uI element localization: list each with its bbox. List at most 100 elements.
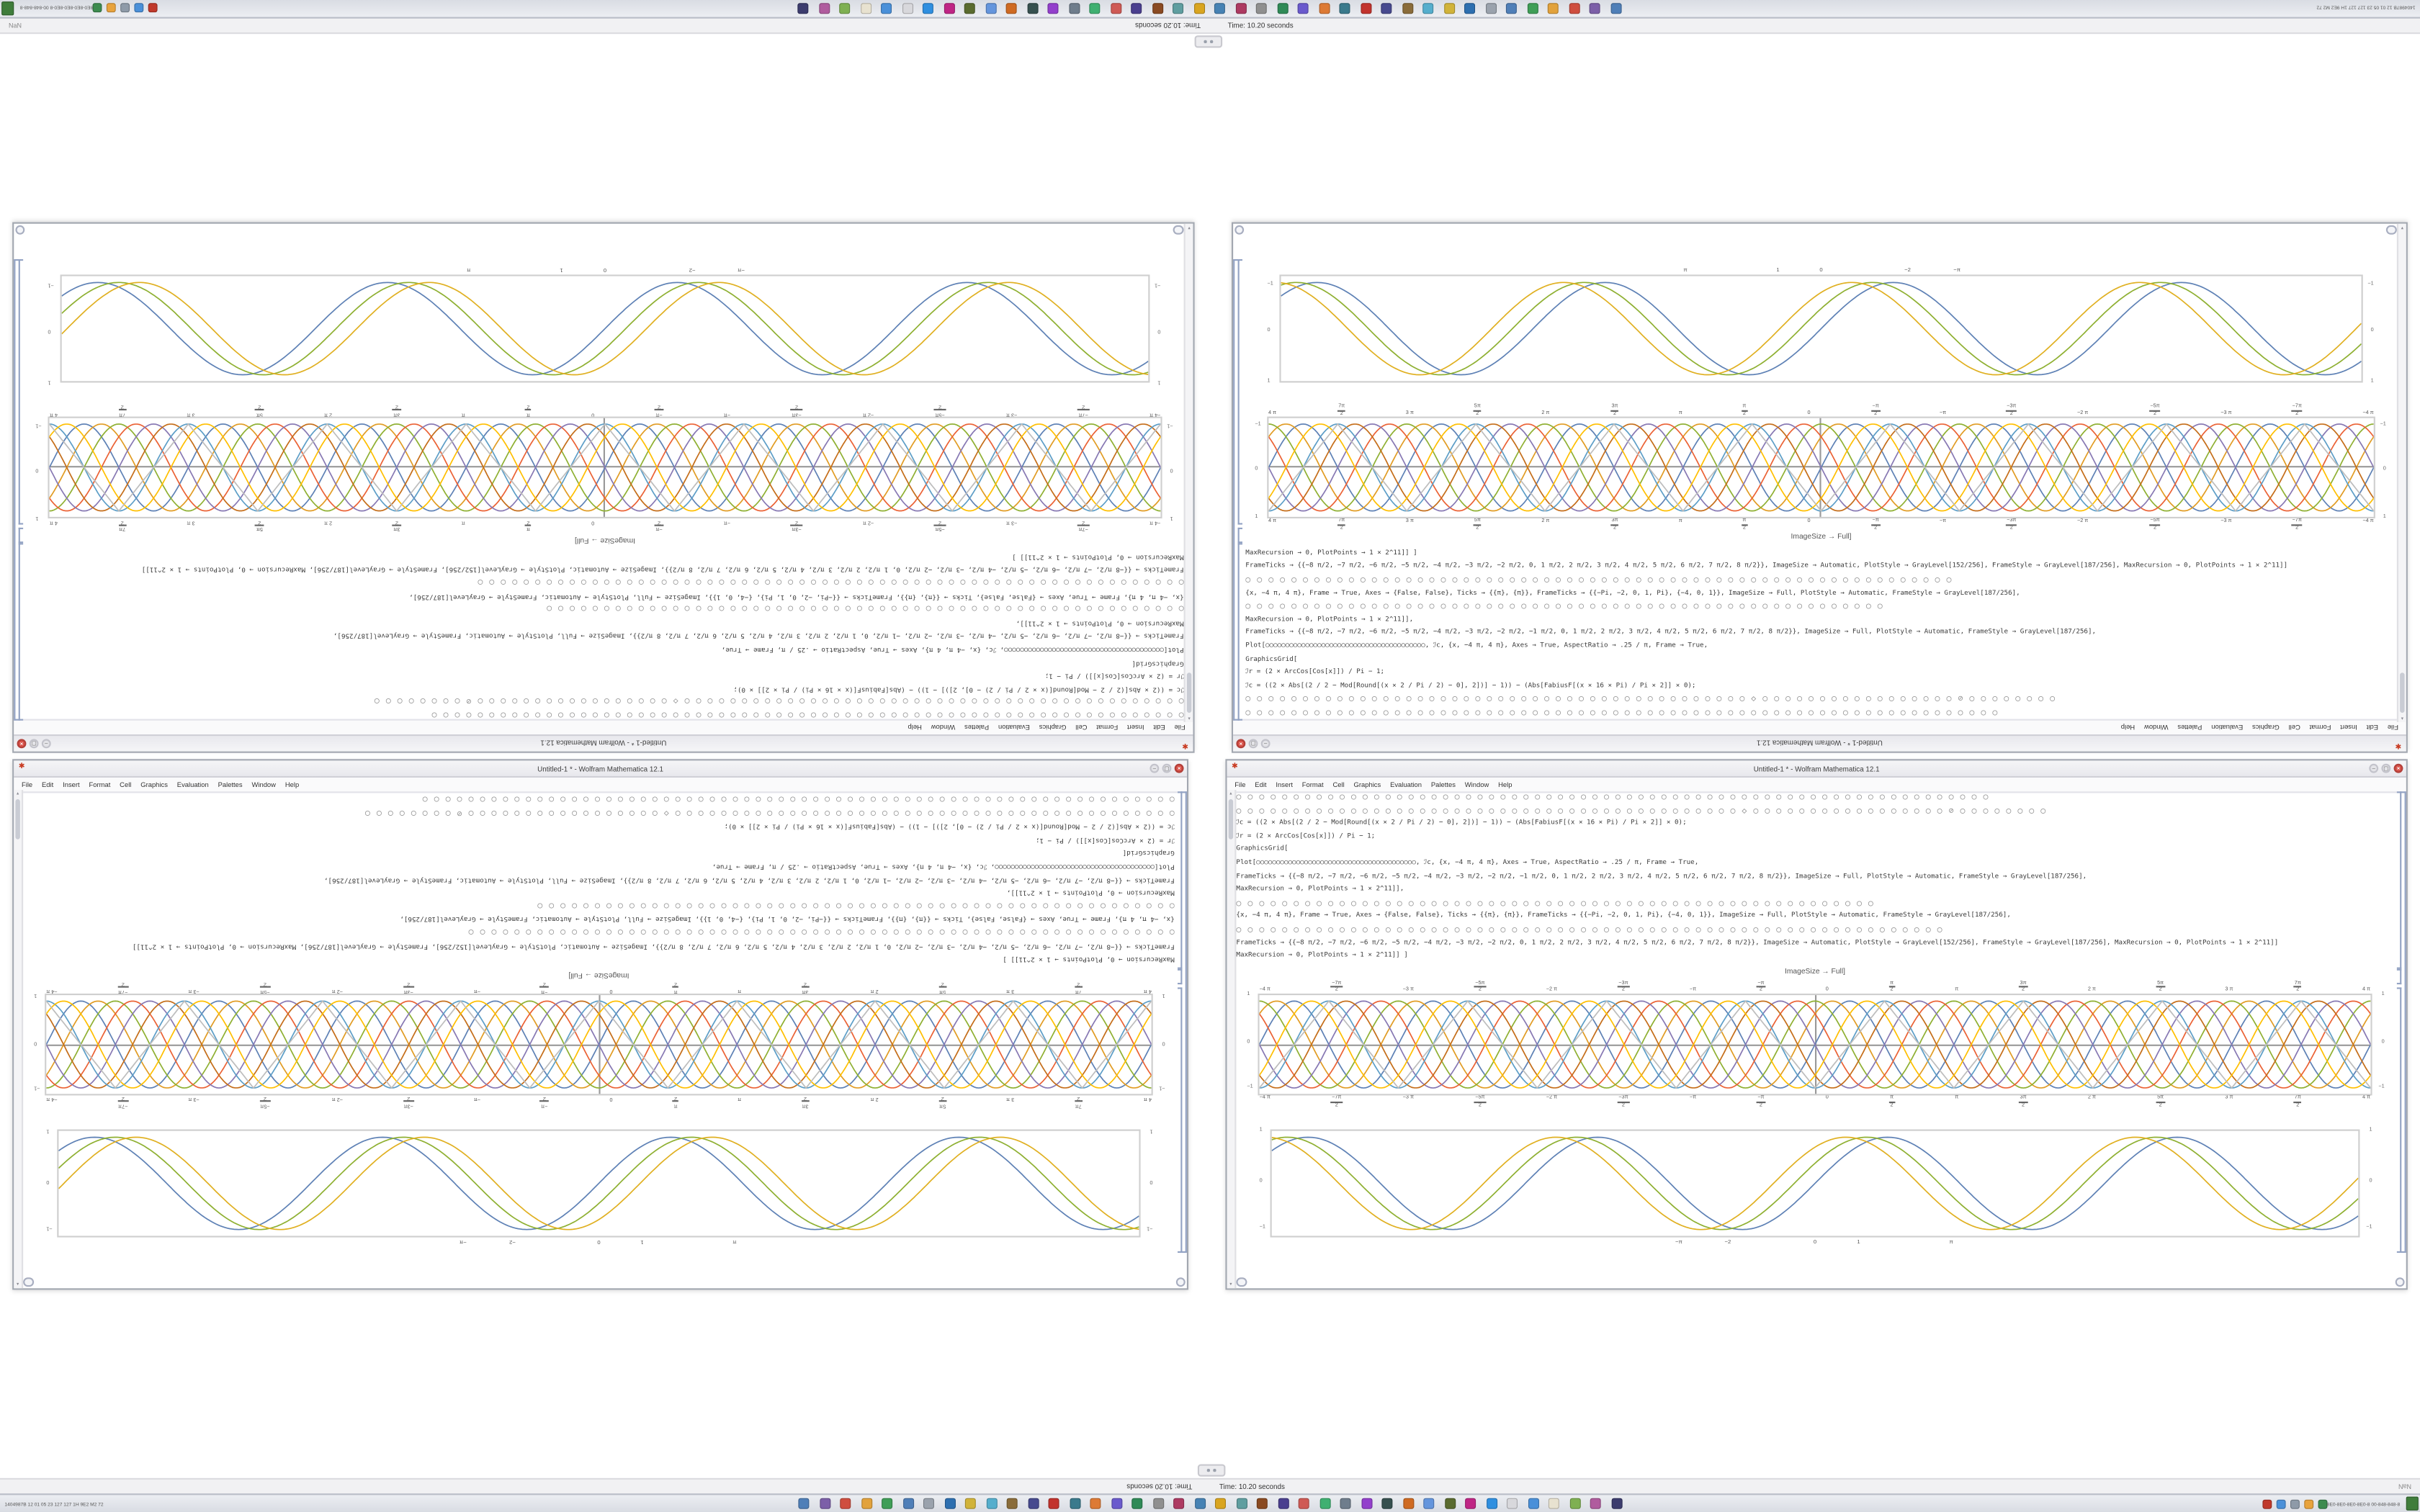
code-line[interactable]: ℐc = ((2 × Abs[(2 / 2 − Mod[Round[(x × 2… [1236,819,1687,827]
code-line[interactable]: Plot[○○○○○○○○○○○○○○○○○○○○○○○○○○○○○○○○○○○… [721,644,1184,653]
menu-item-evaluation[interactable]: Evaluation [1390,780,1422,788]
taskbar-icon[interactable] [1111,3,1122,14]
scroll-down-icon[interactable]: ▼ [1229,1282,1233,1287]
tray-icon[interactable] [120,4,130,14]
tray-icon[interactable] [106,4,116,14]
cell-bracket-group[interactable] [2400,791,2406,1253]
taskbar-icon[interactable] [798,1498,810,1509]
menu-item-graphics[interactable]: Graphics [1353,780,1381,788]
code-line[interactable]: FrameTicks → {{−8 π/2, −7 π/2, −6 π/2, −… [132,941,1175,950]
code-line[interactable]: MaxRecursion → 0, PlotPoints → 1 × 2^11]… [1003,954,1175,963]
taskbar-icon[interactable] [1527,1498,1538,1509]
taskbar-icon[interactable] [1298,1498,1309,1509]
menu-item-window[interactable]: Window [251,780,276,788]
menu-item-cell[interactable]: Cell [1075,723,1088,732]
taskbar-icon[interactable] [1298,3,1309,14]
window-titlebar[interactable]: ✱ Untitled-1 * - Wolfram Mathematica 12.… [1227,760,2406,778]
code-line[interactable]: ○○○○○○○○○○○○○○○○○○○○○○○○○○○○○○○○○○○○○○○○… [471,577,1184,587]
code-line[interactable]: FrameTicks → {{−8 π/2, −7 π/2, −6 π/2, −… [323,875,1175,883]
tray-icon[interactable] [134,4,144,14]
menu-item-evaluation[interactable]: Evaluation [176,780,209,788]
code-line[interactable]: MaxRecursion → 0, PlotPoints → 1 × 2^11]… [1006,888,1175,896]
taskbar-icon[interactable] [1569,1498,1580,1509]
taskbar-icon[interactable] [1235,3,1247,14]
taskbar-icon[interactable] [1069,3,1080,14]
taskbar-icon[interactable] [1465,1498,1476,1509]
taskbar-icon[interactable] [1048,1498,1059,1509]
close-button[interactable]: × [17,739,27,750]
taskbar-icon[interactable] [964,3,976,14]
tray-icon[interactable] [148,4,158,14]
menu-item-palettes[interactable]: Palettes [218,780,243,788]
taskbar-icon[interactable] [1256,3,1268,14]
menu-item-edit[interactable]: Edit [1255,780,1267,788]
taskbar-icon[interactable] [861,1498,872,1509]
min-button[interactable]: – [1150,762,1160,773]
taskbar-icon[interactable] [1444,3,1456,14]
taskbar-icon[interactable] [1465,3,1476,14]
tray-icon[interactable] [2290,1498,2300,1508]
code-line[interactable]: ℐr = (2 × ArcCos[Cos[x]]) / Pi − 1; [1044,671,1184,680]
taskbar-icon[interactable] [840,3,851,14]
code-line[interactable]: ℐr = (2 × ArcCos[Cos[x]]) / Pi − 1; [1245,669,1385,677]
code-cell[interactable]: ○○○○○○○○○○○○○○○○○○○○○○○○○○○○○○○○○○○○○○○○… [1245,546,2397,722]
taskbar-icon[interactable] [1610,1498,1622,1509]
taskbar-icon[interactable] [1111,1498,1122,1509]
menu-item-insert[interactable]: Insert [2340,723,2357,732]
code-line[interactable]: ○○○○○○○○○○○○○○○○○○○○○○○○○○○○○○○○○○○○○○○○… [1236,806,2053,816]
tray-icon[interactable] [92,4,102,14]
code-line[interactable]: GraphicsGrid[ [1245,655,1298,664]
cell-bracket[interactable] [2396,987,2402,1253]
scrollbar[interactable]: ▲ ▼ [14,790,24,1289]
taskbar-icon[interactable] [882,1498,893,1509]
menu-item-format[interactable]: Format [1096,723,1119,732]
taskbar-icon[interactable] [1006,1498,1018,1509]
scrollbar-thumb[interactable] [14,799,20,840]
code-line[interactable]: ○○○○○○○○○○○○○○○○○○○○○○○○○○○○○○○○○○○○○○○○… [1245,576,1958,586]
menu-item-evaluation[interactable]: Evaluation [2211,723,2244,732]
taskbar-icon[interactable] [1277,3,1289,14]
taskbar-icon[interactable] [1548,3,1559,14]
code-line[interactable]: MaxRecursion → 0, PlotPoints → 1 × 2^11]… [1245,616,1414,624]
scrollbar[interactable]: ▲ ▼ [2396,223,2406,722]
taskbar-icon[interactable] [1319,3,1330,14]
taskbar-icon[interactable] [1402,3,1414,14]
taskbar-icon[interactable] [798,3,810,14]
scroll-up-icon[interactable]: ▲ [2400,716,2405,721]
taskbar-icon[interactable] [1340,1498,1351,1509]
scroll-down-icon[interactable]: ▼ [2400,225,2405,230]
tray-icon[interactable] [2262,1498,2272,1508]
taskbar-expand-pill[interactable] [1197,1464,1226,1477]
code-line[interactable]: MaxRecursion → 0, PlotPoints → 1 × 2^11]… [1236,952,1408,960]
code-line[interactable]: {x, −4 π, 4 π}, Frame → True, Axes → {Fa… [400,914,1175,923]
code-line[interactable]: MaxRecursion → 0, PlotPoints → 1 × 2^11]… [1236,886,1404,894]
taskbar-icon[interactable] [1590,3,1601,14]
taskbar-icon[interactable] [819,3,830,14]
code-line[interactable]: ℐc = ((2 × Abs[(2 / 2 − Mod[Round[(x × 2… [733,685,1184,693]
taskbar-icon[interactable] [1423,1498,1435,1509]
menu-item-format[interactable]: Format [89,780,111,788]
code-line[interactable]: FrameTicks → {{−8 π/2, −7 π/2, −6 π/2, −… [333,631,1184,640]
scrollbar-thumb[interactable] [1186,672,1192,713]
taskbar-icon[interactable] [1131,3,1143,14]
menu-item-palettes[interactable]: Palettes [2177,723,2202,732]
code-line[interactable]: ○○○○○○○○○○○○○○○○○○○○○○○○○○○○○○○○○○○○○○○○… [540,603,1184,613]
code-line[interactable]: ○○○○○○○○○○○○○○○○○○○○○○○○○○○○○○○○○○○○○○○○… [462,926,1175,936]
code-line[interactable]: ℐc = ((2 × Abs[(2 / 2 − Mod[Round[(x × 2… [724,822,1175,830]
taskbar-icon[interactable] [923,1498,934,1509]
code-line[interactable]: ○○○○○○○○○○○○○○○○○○○○○○○○○○○○○○○○○○○○○○○○… [1236,925,1949,935]
taskbar-icon[interactable] [861,3,872,14]
taskbar-icon[interactable] [1569,3,1580,14]
close-button[interactable]: × [2393,762,2403,773]
code-line[interactable]: FrameTicks → {{−8 π/2, −7 π/2, −6 π/2, −… [1236,872,2087,881]
taskbar-icon[interactable] [985,1498,997,1509]
window-corner-button[interactable] [2394,1277,2405,1287]
taskbar-icon[interactable] [1486,1498,1497,1509]
taskbar-icon[interactable] [882,3,893,14]
taskbar-icon[interactable] [819,1498,830,1509]
menu-item-edit[interactable]: Edit [42,780,54,788]
window-corner-button[interactable] [23,1277,34,1287]
cell-bracket[interactable] [1176,968,1183,985]
code-line[interactable]: ○○○○○○○○○○○○○○○○○○○○○○○○○○○○○○○○○○○○○○○○… [1245,696,2062,705]
code-line[interactable]: ○○○○○○○○○○○○○○○○○○○○○○○○○○○○○○○○○○○○○○○○… [1236,899,1880,909]
